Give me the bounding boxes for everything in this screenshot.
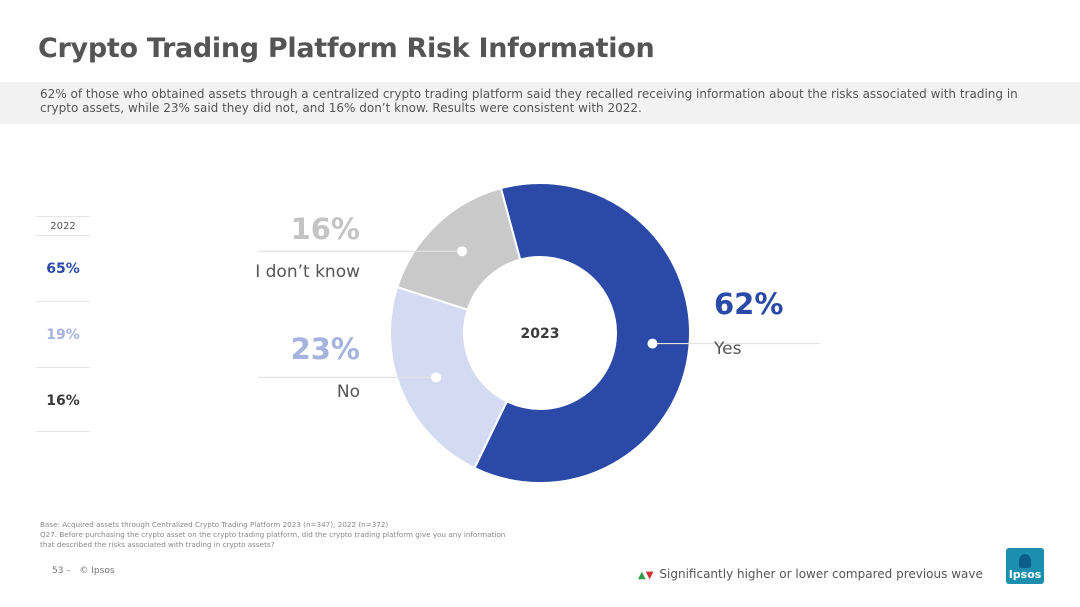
previous-wave-label: 2022 <box>36 216 90 236</box>
previous-wave-yes: 65% <box>36 236 90 302</box>
leader-dot-2 <box>457 246 468 257</box>
previous-wave-no: 19% <box>36 302 90 368</box>
leader-dot-0 <box>647 338 658 349</box>
summary-band <box>0 82 1080 124</box>
footnote-question: Q27. Before purchasing the crypto asset … <box>40 530 506 549</box>
data-label-1: 23% <box>291 332 360 366</box>
category-label-2: I don’t know <box>255 262 360 282</box>
previous-wave-dont-know: 16% <box>36 368 90 432</box>
data-label-0: 62% <box>714 287 783 321</box>
category-label-1: No <box>337 382 360 402</box>
logo-text: Ipsos <box>1008 568 1042 581</box>
logo-mark-icon <box>1019 554 1031 568</box>
copyright: © Ipsos <box>79 566 115 576</box>
donut-slice-1 <box>389 285 509 470</box>
summary-text: 62% of those who obtained assets through… <box>40 87 1018 115</box>
triangle-down-icon: ▼ <box>645 570 654 581</box>
page-title: Crypto Trading Platform Risk Information <box>38 33 655 64</box>
donut-center-label: 2023 <box>521 326 560 342</box>
previous-wave-table: 2022 65% 19% 16% <box>36 216 90 432</box>
page-number: 53 <box>52 566 64 576</box>
triangle-up-icon: ▲ <box>638 570 646 581</box>
footnote: Base: Acquired assets through Centralize… <box>40 520 510 550</box>
donut-slice-0 <box>473 182 691 484</box>
category-label-0: Yes <box>713 339 742 359</box>
significance-legend: ▲▼ Significantly higher or lower compared… <box>638 567 983 581</box>
page-separator: – <box>66 566 71 576</box>
leader-dot-1 <box>431 372 442 383</box>
data-label-2: 16% <box>291 212 360 246</box>
page-footer: 53 – © Ipsos <box>52 566 115 576</box>
legend-text: Significantly higher or lower compared p… <box>659 567 983 581</box>
ipsos-logo: Ipsos <box>1006 548 1044 584</box>
footnote-base: Base: Acquired assets through Centralize… <box>40 520 389 529</box>
